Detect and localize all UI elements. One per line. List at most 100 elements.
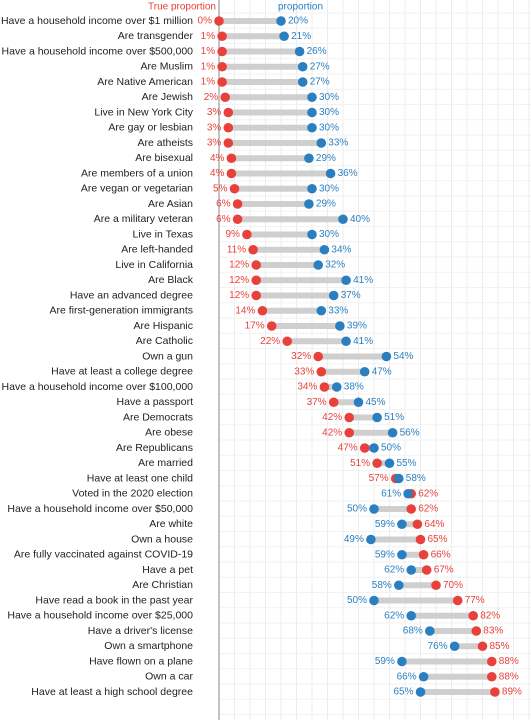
- dot: [418, 549, 429, 560]
- dot: [369, 504, 379, 514]
- dot: [372, 458, 382, 469]
- value-label: 4%: [210, 168, 225, 179]
- value-label: 36%: [338, 168, 358, 179]
- value-label: 89%: [502, 687, 522, 698]
- value-label: 39%: [347, 321, 367, 332]
- dot: [415, 687, 426, 697]
- category-label: Are Muslim: [140, 61, 193, 73]
- dot: [328, 397, 339, 408]
- dot: [307, 183, 317, 194]
- value-label: 50%: [347, 595, 367, 606]
- value-label: 27%: [310, 77, 330, 88]
- value-label: 32%: [325, 260, 345, 271]
- dot: [232, 199, 243, 209]
- category-label: Are Black: [148, 274, 194, 286]
- dot: [307, 92, 317, 103]
- value-label: 47%: [372, 366, 392, 377]
- dot: [372, 412, 382, 423]
- value-label: 1%: [201, 31, 216, 42]
- value-label: 62%: [418, 504, 438, 515]
- dot: [431, 580, 441, 591]
- dot: [232, 214, 243, 225]
- value-label: 68%: [403, 626, 423, 637]
- value-label: 1%: [201, 46, 216, 57]
- dot: [412, 519, 423, 530]
- value-label: 42%: [322, 412, 342, 423]
- category-label: Are white: [149, 518, 193, 530]
- value-label: 65%: [393, 687, 413, 698]
- value-label: 6%: [216, 214, 231, 225]
- dot: [353, 397, 364, 408]
- category-label: Have at least a high school degree: [31, 686, 193, 698]
- dot: [332, 382, 342, 392]
- category-label: Are Republicans: [116, 442, 193, 454]
- value-label: 62%: [418, 488, 438, 499]
- dot: [335, 321, 345, 331]
- dot: [325, 168, 336, 179]
- legend-label: True proportion: [148, 2, 216, 13]
- category-label: Live in Texas: [132, 228, 193, 240]
- value-label: 22%: [260, 336, 280, 347]
- dot: [406, 565, 417, 575]
- dot: [338, 214, 348, 225]
- category-label: Own a car: [145, 671, 193, 683]
- value-label: 33%: [294, 366, 314, 377]
- value-label: 29%: [316, 153, 336, 164]
- value-label: 55%: [397, 458, 417, 469]
- value-label: 85%: [490, 641, 510, 652]
- value-label: 45%: [366, 397, 386, 408]
- value-label: 1%: [201, 61, 216, 72]
- dot: [279, 31, 289, 42]
- dot: [251, 275, 261, 286]
- dot: [220, 92, 230, 103]
- dot: [226, 168, 237, 179]
- dot: [403, 488, 413, 499]
- dot: [344, 427, 355, 438]
- category-label: Are obese: [145, 427, 193, 439]
- value-label: 65%: [428, 534, 448, 545]
- value-label: 30%: [319, 122, 339, 133]
- dot: [217, 61, 227, 72]
- dot: [366, 534, 376, 545]
- category-label: Have a household income over $500,000: [2, 45, 194, 57]
- dot: [248, 244, 258, 255]
- category-label: Own a house: [131, 533, 193, 545]
- category-label: Have a household income over $100,000: [2, 381, 194, 393]
- value-label: 51%: [384, 412, 404, 423]
- value-label: 4%: [210, 153, 225, 164]
- dot: [319, 382, 330, 392]
- category-label: Live in New York City: [94, 106, 193, 118]
- category-label: Are Jewish: [142, 91, 194, 103]
- value-label: 50%: [347, 504, 367, 515]
- value-label: 33%: [328, 305, 348, 316]
- value-label: 0%: [198, 16, 213, 27]
- dot: [251, 260, 261, 270]
- legend-label: proportion: [278, 2, 323, 13]
- value-label: 51%: [350, 458, 370, 469]
- dot: [316, 366, 327, 377]
- dot: [369, 443, 379, 453]
- category-label: Are Catholic: [136, 335, 193, 347]
- dot: [242, 229, 252, 240]
- category-label: Have a driver's license: [88, 625, 193, 637]
- dot: [226, 153, 237, 164]
- value-label: 77%: [465, 595, 485, 606]
- dot: [316, 138, 327, 148]
- value-label: 42%: [322, 427, 342, 438]
- value-label: 37%: [341, 290, 361, 301]
- value-label: 27%: [310, 61, 330, 72]
- value-label: 21%: [291, 31, 311, 42]
- value-label: 29%: [316, 199, 336, 210]
- dot: [313, 351, 324, 362]
- dot: [297, 77, 308, 87]
- value-label: 41%: [353, 336, 373, 347]
- category-label: Are Democrats: [123, 411, 193, 423]
- category-label: Are Christian: [132, 579, 193, 591]
- value-label: 62%: [384, 565, 404, 576]
- value-label: 67%: [434, 565, 454, 576]
- category-label: Own a gun: [142, 350, 193, 362]
- category-label: Have read a book in the past year: [35, 594, 193, 606]
- dot: [487, 671, 497, 682]
- dot: [359, 443, 370, 453]
- dot: [304, 199, 314, 209]
